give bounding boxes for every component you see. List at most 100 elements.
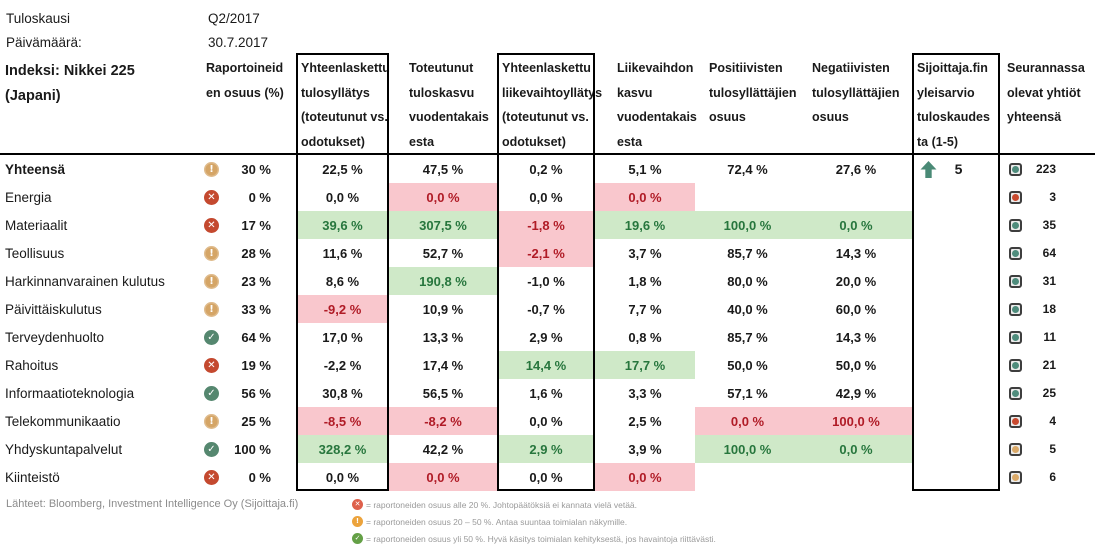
sector-label: Telekommunikaatio bbox=[5, 413, 121, 429]
value-cell-revenue-growth: 5,1 % bbox=[628, 161, 662, 177]
reported-share-value: 30 % bbox=[241, 161, 271, 177]
rating-cell bbox=[912, 267, 1000, 295]
value-cell-earnings-surprise: 11,6 % bbox=[322, 245, 363, 261]
value-cell-revenue-growth: 17,7 % bbox=[595, 351, 695, 379]
rating-cell bbox=[912, 239, 1000, 267]
value-cell-revenue-surprise: -1,8 % bbox=[497, 211, 595, 239]
value-cell-negative-surprisers bbox=[800, 183, 912, 211]
column-header-line: tuloskaudes bbox=[917, 110, 990, 124]
column-header-line: Toteutunut bbox=[409, 61, 474, 75]
column-header-line: (toteutunut vs. bbox=[301, 110, 388, 124]
period-label: Tuloskausi bbox=[6, 10, 71, 26]
companies-count-cell: 21 bbox=[1000, 351, 1095, 379]
value-cell-earnings-surprise: -9,2 % bbox=[296, 295, 389, 323]
column-header-line: ta (1-5) bbox=[917, 134, 958, 149]
column-header-line: tuloskasvu bbox=[409, 85, 475, 100]
column-header-line: Indeksi: Nikkei 225 bbox=[5, 63, 135, 79]
column-header-line: esta bbox=[409, 134, 435, 149]
value-cell-negative-surprisers: 50,0 % bbox=[835, 357, 877, 373]
reported-share-cell: ! 28 % bbox=[194, 239, 296, 267]
value-cell-revenue-growth: 3,9 % bbox=[628, 441, 662, 457]
value-cell-earnings-growth: 13,3 % bbox=[422, 329, 464, 345]
column-header-line: esta bbox=[617, 134, 643, 149]
reported-share-value: 28 % bbox=[241, 245, 271, 261]
rating-cell: 5 bbox=[912, 155, 1000, 183]
rating-cell bbox=[912, 351, 1000, 379]
column-header-line: en osuus (%) bbox=[206, 85, 284, 100]
value-cell-revenue-surprise: 0,2 % bbox=[529, 161, 563, 177]
value-cell-negative-surprisers: 60,0 % bbox=[835, 301, 877, 317]
value-cell-negative-surprisers: 14,3 % bbox=[835, 329, 877, 345]
value-cell-revenue-surprise: -0,7 % bbox=[527, 301, 565, 317]
reported-share-cell: ! 25 % bbox=[194, 407, 296, 435]
reported-share-value: 33 % bbox=[241, 301, 271, 317]
value-cell-earnings-surprise: -8,5 % bbox=[296, 407, 389, 435]
count-marker-icon bbox=[1009, 190, 1022, 204]
reported-share-value: 25 % bbox=[241, 413, 271, 429]
cross-status-icon: ✕ bbox=[204, 469, 219, 485]
companies-count-value: 35 bbox=[1042, 218, 1056, 232]
value-cell-negative-surprisers: 27,6 % bbox=[835, 161, 877, 177]
reported-share-cell: ✕ 0 % bbox=[194, 463, 296, 491]
reported-share-cell: ✕ 19 % bbox=[194, 351, 296, 379]
count-marker-dot bbox=[1012, 389, 1019, 397]
value-cell-revenue-growth: 2,5 % bbox=[628, 413, 662, 429]
sector-label: Materiaalit bbox=[5, 217, 68, 233]
value-cell-positive-surprisers: 0,0 % bbox=[695, 407, 800, 435]
value-cell-positive-surprisers: 85,7 % bbox=[727, 329, 768, 345]
count-marker-icon bbox=[1009, 358, 1022, 372]
value-cell-earnings-growth: 52,7 % bbox=[422, 245, 464, 261]
sources-text: Lähteet: Bloomberg, Investment Intellige… bbox=[6, 498, 299, 510]
date-row: Päivämäärä: 30.7.2017 bbox=[6, 30, 1095, 54]
count-marker-dot bbox=[1012, 473, 1019, 481]
value-cell-earnings-growth: 42,2 % bbox=[422, 441, 464, 457]
sector-label: Terveydenhuolto bbox=[5, 329, 105, 345]
sector-label: Energia bbox=[5, 189, 52, 205]
column-header-earnings-growth: Toteutunut tuloskasvu vuodentakais esta bbox=[389, 53, 497, 155]
value-cell-positive-surprisers: 57,1 % bbox=[727, 385, 768, 401]
value-cell-revenue-growth: 7,7 % bbox=[628, 301, 662, 317]
column-header-line: kasvu bbox=[617, 85, 653, 100]
sector-label: Yhteensä bbox=[5, 161, 66, 177]
value-cell-earnings-growth: 0,0 % bbox=[389, 463, 497, 491]
column-header-line: vuodentakais bbox=[409, 110, 489, 124]
value-cell-earnings-surprise: 8,6 % bbox=[325, 273, 360, 289]
value-cell-earnings-growth: -8,2 % bbox=[389, 407, 497, 435]
rating-cell bbox=[912, 295, 1000, 323]
legend-item-over-50: ✓ = raportoneiden osuus yli 50 %. Hyvä k… bbox=[352, 530, 716, 547]
sector-results-table: Indeksi: Nikkei 225 (Japani) Raportoineid e… bbox=[0, 53, 1095, 491]
reported-share-cell: ! 30 % bbox=[194, 155, 296, 183]
value-cell-earnings-surprise: 0,0 % bbox=[325, 469, 360, 485]
legend-text: = raportoneiden osuus 20 – 50 %. Antaa s… bbox=[366, 516, 628, 527]
count-marker-icon bbox=[1009, 218, 1022, 232]
column-header-sector: Indeksi: Nikkei 225 (Japani) bbox=[0, 53, 194, 155]
companies-count-cell: 5 bbox=[1000, 435, 1095, 463]
companies-count-cell: 35 bbox=[1000, 211, 1095, 239]
check-icon: ✓ bbox=[352, 533, 363, 544]
column-header-line: odotukset) bbox=[502, 134, 566, 149]
value-cell-positive-surprisers: 85,7 % bbox=[727, 245, 768, 261]
legend-text: = raportoneiden osuus yli 50 %. Hyvä käs… bbox=[366, 533, 716, 544]
reported-share-value: 19 % bbox=[241, 357, 271, 373]
value-cell-revenue-surprise: 0,0 % bbox=[529, 189, 563, 205]
value-cell-revenue-surprise: -2,1 % bbox=[497, 239, 595, 267]
count-marker-dot bbox=[1012, 305, 1019, 313]
rating-cell bbox=[912, 323, 1000, 351]
value-cell-revenue-surprise: 2,9 % bbox=[497, 435, 595, 463]
rating-cell bbox=[912, 463, 1000, 491]
companies-count-value: 18 bbox=[1042, 302, 1056, 316]
value-cell-earnings-growth: 190,8 % bbox=[389, 267, 497, 295]
status-legend: ✕ = raportoneiden osuus alle 20 %. Johto… bbox=[352, 496, 716, 547]
legend-item-under-20: ✕ = raportoneiden osuus alle 20 %. Johto… bbox=[352, 496, 716, 513]
rating-value: 5 bbox=[954, 161, 963, 177]
sector-label: Päivittäiskulutus bbox=[5, 301, 102, 317]
exclamation-icon: ! bbox=[352, 516, 363, 527]
column-header-line: Negatiivisten bbox=[812, 61, 890, 75]
value-cell-negative-surprisers: 14,3 % bbox=[835, 245, 877, 261]
sector-label: Rahoitus bbox=[5, 357, 59, 373]
value-cell-revenue-growth: 0,0 % bbox=[595, 463, 695, 491]
column-header-line: Yhteenlaskettu bbox=[301, 61, 390, 75]
companies-count-value: 31 bbox=[1042, 274, 1056, 288]
column-header-line: Positiivisten bbox=[709, 61, 783, 75]
